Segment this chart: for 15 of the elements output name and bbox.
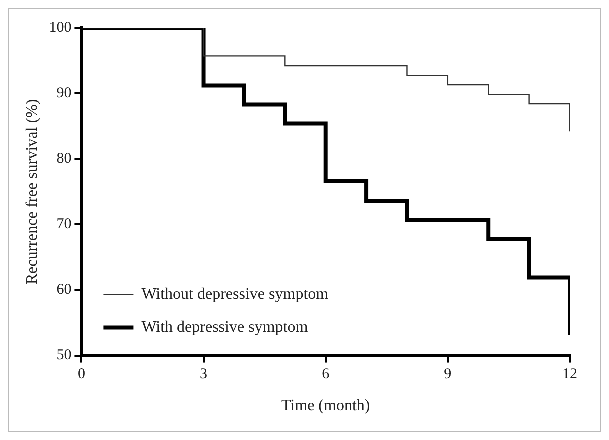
y-tick-label: 90: [56, 85, 72, 102]
y-tick-label: 50: [56, 348, 72, 364]
x-tick-label: 9: [444, 366, 452, 383]
y-tick-label: 70: [56, 216, 72, 233]
x-tick-label: 12: [562, 366, 578, 383]
legend-label: Without depressive symptom: [142, 286, 330, 304]
y-tick-label: 100: [49, 20, 72, 36]
x-axis-title: Time (month): [281, 398, 370, 415]
legend-label: With depressive symptom: [142, 319, 309, 336]
y-axis-title: Recurrence free survival (%): [24, 99, 41, 285]
x-tick-label: 0: [78, 366, 86, 383]
y-tick-label: 60: [56, 282, 72, 298]
y-tick-label: 80: [56, 151, 72, 168]
x-tick-label: 6: [322, 366, 330, 383]
x-tick-label: 3: [200, 366, 208, 383]
